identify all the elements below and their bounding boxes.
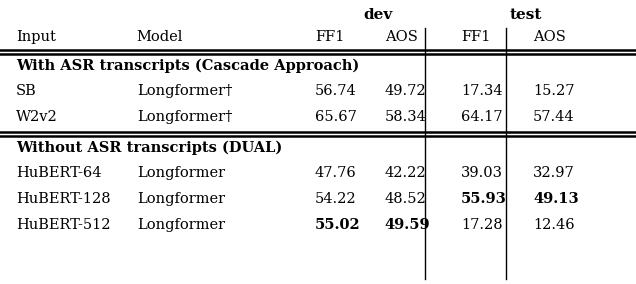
Text: 42.22: 42.22 — [385, 166, 426, 180]
Text: 39.03: 39.03 — [461, 166, 503, 180]
Text: 49.59: 49.59 — [385, 218, 431, 232]
Text: FF1: FF1 — [315, 30, 344, 44]
Text: dev: dev — [364, 8, 393, 22]
Text: SB: SB — [16, 84, 37, 98]
Text: FF1: FF1 — [461, 30, 490, 44]
Text: 54.22: 54.22 — [315, 192, 356, 206]
Text: 48.52: 48.52 — [385, 192, 427, 206]
Text: Longformer†: Longformer† — [137, 84, 232, 98]
Text: 47.76: 47.76 — [315, 166, 357, 180]
Text: 49.13: 49.13 — [533, 192, 579, 206]
Text: 32.97: 32.97 — [533, 166, 575, 180]
Text: Input: Input — [16, 30, 56, 44]
Text: 55.93: 55.93 — [461, 192, 507, 206]
Text: Longformer†: Longformer† — [137, 110, 232, 124]
Text: 56.74: 56.74 — [315, 84, 357, 98]
Text: Longformer: Longformer — [137, 192, 225, 206]
Text: 17.28: 17.28 — [461, 218, 502, 232]
Text: HuBERT-128: HuBERT-128 — [16, 192, 111, 206]
Text: Model: Model — [137, 30, 183, 44]
Text: 55.02: 55.02 — [315, 218, 361, 232]
Text: HuBERT-64: HuBERT-64 — [16, 166, 101, 180]
Text: test: test — [509, 8, 542, 22]
Text: W2v2: W2v2 — [16, 110, 58, 124]
Text: Longformer: Longformer — [137, 166, 225, 180]
Text: 12.46: 12.46 — [533, 218, 574, 232]
Text: 58.34: 58.34 — [385, 110, 427, 124]
Text: 49.72: 49.72 — [385, 84, 426, 98]
Text: With ASR transcripts (Cascade Approach): With ASR transcripts (Cascade Approach) — [16, 59, 359, 73]
Text: Without ASR transcripts (DUAL): Without ASR transcripts (DUAL) — [16, 141, 282, 155]
Text: HuBERT-512: HuBERT-512 — [16, 218, 111, 232]
Text: Longformer: Longformer — [137, 218, 225, 232]
Text: 17.34: 17.34 — [461, 84, 502, 98]
Text: 65.67: 65.67 — [315, 110, 357, 124]
Text: 64.17: 64.17 — [461, 110, 502, 124]
Text: 57.44: 57.44 — [533, 110, 574, 124]
Text: AOS: AOS — [385, 30, 418, 44]
Text: AOS: AOS — [533, 30, 566, 44]
Text: 15.27: 15.27 — [533, 84, 574, 98]
